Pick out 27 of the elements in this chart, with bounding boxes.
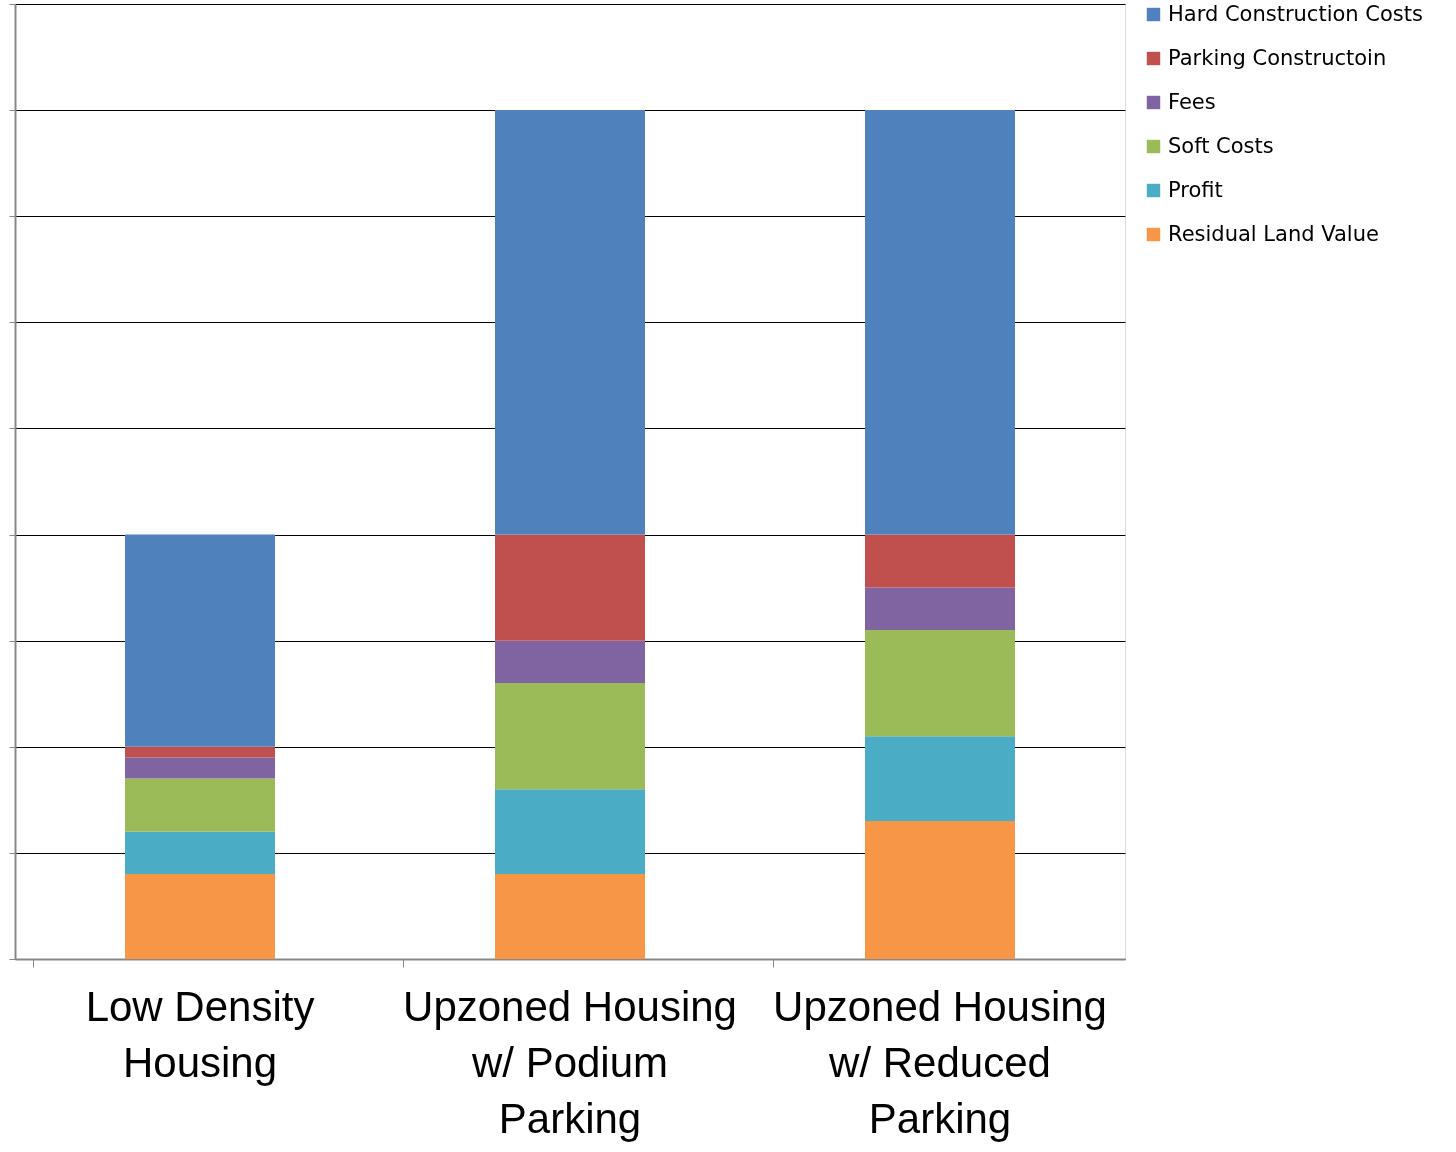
legend-label: Parking Constructoin: [1168, 45, 1387, 70]
bar: [125, 831, 275, 875]
bar: [125, 874, 275, 959]
bar: [125, 534, 275, 747]
legend-label: Profit: [1168, 177, 1223, 202]
x-tick-label: Upzoned Housing w/ Podium Parking: [403, 982, 737, 1142]
bar: [495, 534, 645, 641]
legend-label: Hard Construction Costs: [1168, 1, 1423, 26]
bar: [865, 630, 1015, 737]
bar: [495, 874, 645, 959]
legend-label: Residual Land Value: [1168, 221, 1379, 246]
bar: [865, 736, 1015, 822]
bar: [865, 534, 1015, 588]
x-tick-label: Upzoned Housing w/ Reduced Parking: [773, 982, 1107, 1142]
bar: [495, 640, 645, 684]
bar: [865, 587, 1015, 631]
bar: [865, 110, 1015, 535]
bar: [865, 821, 1015, 959]
x-tick-label: Low Density Housing: [85, 982, 315, 1086]
bar: [495, 110, 645, 535]
bar: [125, 746, 275, 758]
bar: [495, 789, 645, 875]
bar: [125, 778, 275, 832]
bar: [495, 683, 645, 790]
legend-label: Soft Costs: [1168, 133, 1274, 158]
bar: [125, 757, 275, 779]
legend-label: Fees: [1168, 89, 1216, 114]
